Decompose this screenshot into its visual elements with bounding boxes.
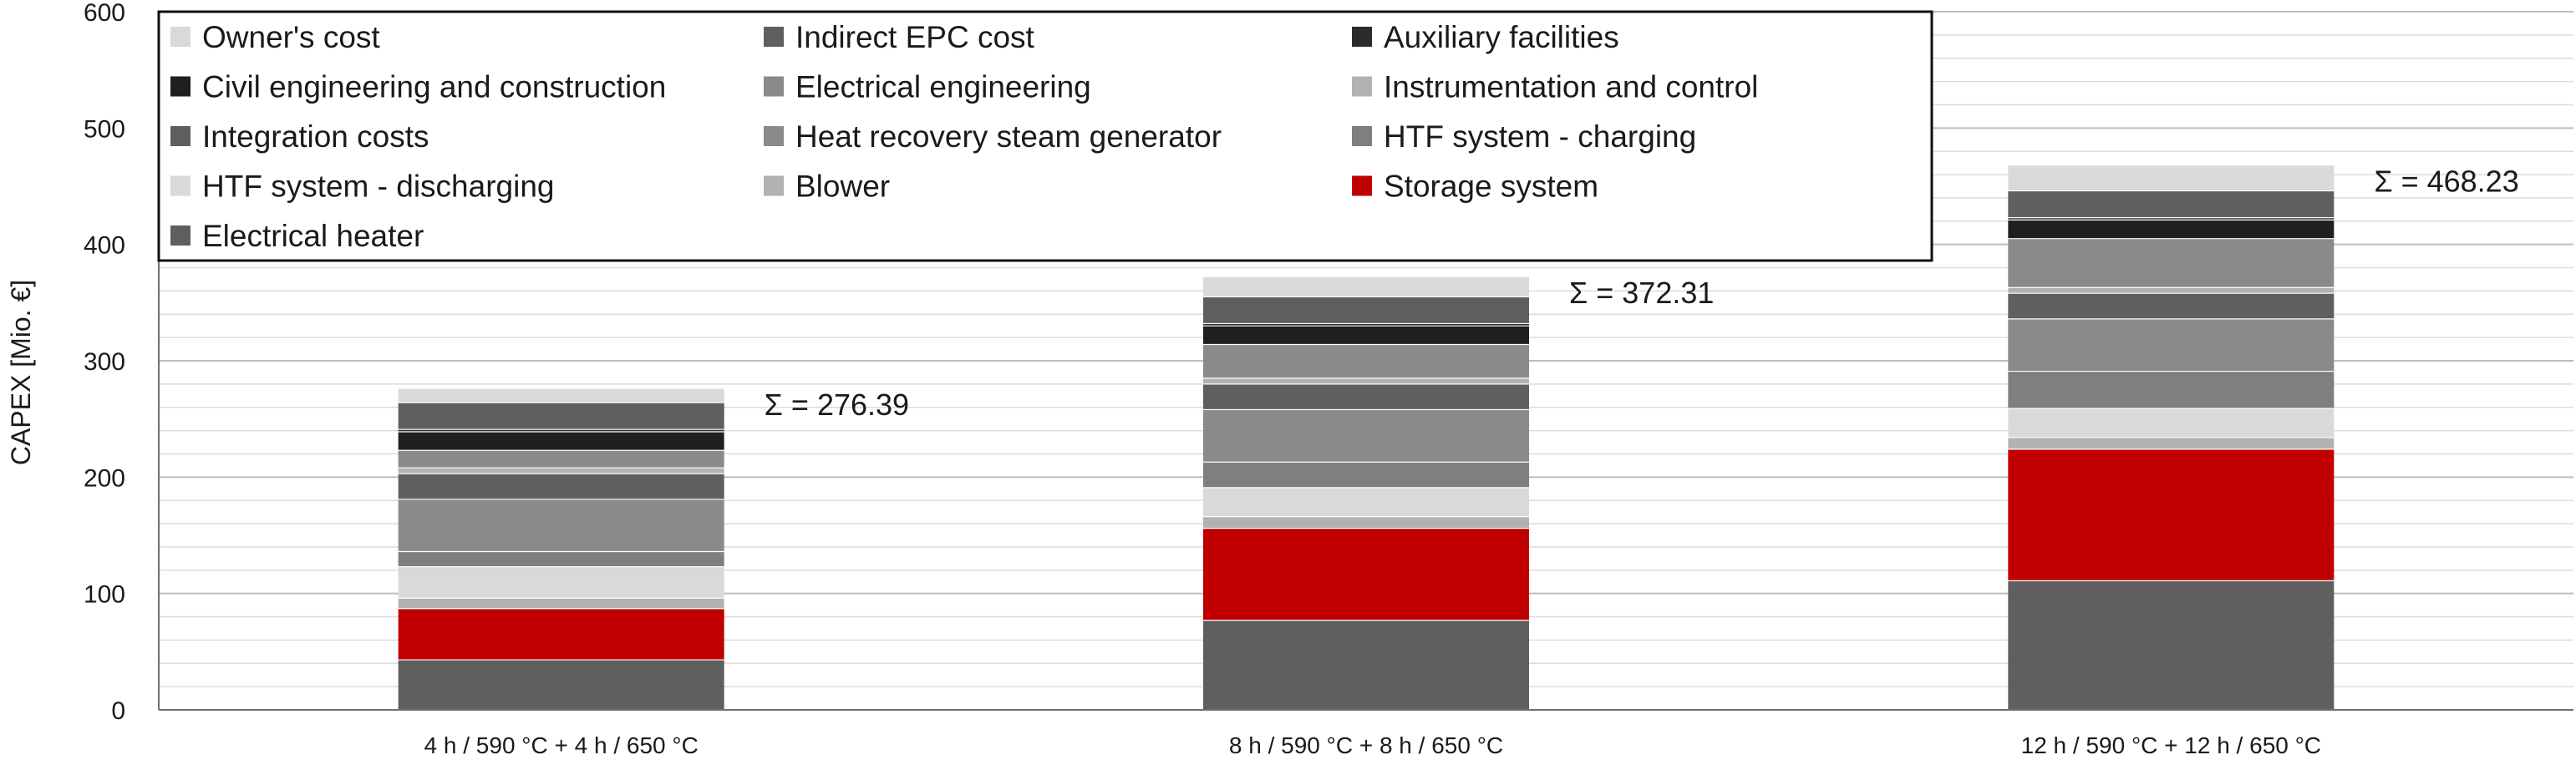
y-tick-label: 200 — [84, 464, 125, 492]
bar-segment-electrical-engineering — [398, 450, 724, 469]
bar-segment-heat-recovery-steam-generator — [398, 499, 724, 552]
legend-label-htf-system-charging: HTF system - charging — [1384, 119, 1696, 154]
bar-segment-auxiliary-facilities — [398, 429, 724, 432]
legend-label-auxiliary-facilities: Auxiliary facilities — [1384, 20, 1619, 54]
bar-segment-storage-system — [2008, 448, 2335, 581]
legend-swatch-civil-engineering-and-construction — [170, 76, 191, 97]
bar-segment-electrical-heater — [2008, 580, 2335, 710]
legend-swatch-instrumentation-and-control — [1352, 76, 1372, 97]
legend-label-civil-engineering-and-construction: Civil engineering and construction — [202, 70, 666, 104]
bar-segment-blower — [2008, 437, 2335, 449]
y-tick-label: 600 — [84, 0, 125, 27]
legend-label-heat-recovery-steam-generator: Heat recovery steam generator — [795, 119, 1222, 154]
legend-swatch-auxiliary-facilities — [1352, 27, 1372, 47]
bar-segment-htf-system-charging — [398, 551, 724, 567]
bar-segment-civil-engineering-and-construction — [2008, 220, 2335, 239]
x-tick-label: 4 h / 590 °C + 4 h / 650 °C — [424, 732, 699, 758]
total-label: Σ = 372.31 — [1569, 276, 1714, 310]
y-axis-label: CAPEX [Mio. €] — [6, 280, 36, 465]
bar-segment-electrical-heater — [1203, 620, 1529, 710]
bar-segment-storage-system — [398, 608, 724, 661]
total-label: Σ = 468.23 — [2374, 165, 2518, 199]
y-tick-label: 100 — [84, 581, 125, 609]
bar-segment-owner-s-cost — [1203, 276, 1529, 297]
bar-segment-electrical-heater — [398, 660, 724, 710]
bar-segment-htf-system-discharging — [1203, 487, 1529, 517]
legend-label-htf-system-discharging: HTF system - discharging — [202, 170, 555, 204]
total-labels: Σ = 276.39 Σ = 372.31 Σ = 468.23 — [765, 165, 2519, 422]
legend-swatch-htf-system-discharging — [170, 175, 191, 196]
bars — [398, 164, 2335, 710]
y-tick-label: 400 — [84, 232, 125, 260]
legend-swatch-blower — [764, 175, 784, 196]
bar-segment-htf-system-discharging — [398, 566, 724, 599]
y-tick-label: 0 — [111, 697, 125, 725]
bar-segment-indirect-epc-cost — [1203, 296, 1529, 324]
legend-swatch-electrical-engineering — [764, 76, 784, 97]
bar-segment-integration-costs — [398, 474, 724, 499]
legend-swatch-indirect-epc-cost — [764, 27, 784, 47]
bar-segment-owner-s-cost — [398, 388, 724, 403]
bar-segment-instrumentation-and-control — [398, 468, 724, 474]
legend-swatch-electrical-heater — [170, 225, 191, 246]
bar-segment-owner-s-cost — [2008, 165, 2335, 191]
legend-label-indirect-epc-cost: Indirect EPC cost — [795, 20, 1035, 54]
legend-swatch-owner-s-cost — [170, 27, 191, 47]
legend-swatch-heat-recovery-steam-generator — [764, 126, 784, 146]
legend: Owner's cost Indirect EPC cost Auxiliary f… — [157, 10, 1933, 262]
bar-segment-instrumentation-and-control — [2008, 287, 2335, 294]
bar-segment-instrumentation-and-control — [1203, 377, 1529, 384]
x-tick-label: 12 h / 590 °C + 12 h / 650 °C — [2021, 732, 2321, 758]
bar-segment-civil-engineering-and-construction — [1203, 326, 1529, 345]
bar-segment-htf-system-charging — [1203, 462, 1529, 488]
axes: 0 100 200 300 400 500 600 4 h / 590 °C + 4 h / … — [84, 0, 2573, 758]
bar-segment-integration-costs — [1203, 383, 1529, 410]
bar-segment-htf-system-charging — [2008, 371, 2335, 409]
legend-swatch-integration-costs — [170, 126, 191, 146]
bar-segment-indirect-epc-cost — [398, 403, 724, 430]
legend-swatch-htf-system-charging — [1352, 126, 1372, 146]
legend-label-electrical-heater: Electrical heater — [202, 219, 424, 253]
legend-label-blower: Blower — [795, 170, 890, 204]
legend-label-electrical-engineering: Electrical engineering — [795, 70, 1091, 104]
bar-segment-electrical-engineering — [1203, 344, 1529, 378]
bar-segment-htf-system-discharging — [2008, 408, 2335, 438]
bar-segment-blower — [1203, 516, 1529, 529]
bar-segment-blower — [398, 598, 724, 609]
legend-box — [157, 10, 1933, 262]
bar-segment-electrical-engineering — [2008, 238, 2335, 288]
y-tick-label: 500 — [84, 115, 125, 143]
bar-segment-heat-recovery-steam-generator — [2008, 318, 2335, 372]
bar-segment-integration-costs — [2008, 293, 2335, 319]
legend-label-owner-s-cost: Owner's cost — [202, 20, 380, 54]
bar-segment-auxiliary-facilities — [2008, 217, 2335, 220]
bar-segment-auxiliary-facilities — [1203, 323, 1529, 327]
legend-label-integration-costs: Integration costs — [202, 119, 429, 154]
bar-segment-indirect-epc-cost — [2008, 190, 2335, 218]
y-tick-label: 300 — [84, 348, 125, 376]
total-label: Σ = 276.39 — [765, 388, 909, 422]
legend-swatch-storage-system — [1352, 175, 1372, 196]
bar-segment-civil-engineering-and-construction — [398, 431, 724, 451]
bar-segment-heat-recovery-steam-generator — [1203, 409, 1529, 463]
legend-label-storage-system: Storage system — [1384, 170, 1598, 204]
x-tick-label: 8 h / 590 °C + 8 h / 650 °C — [1229, 732, 1503, 758]
bar-segment-storage-system — [1203, 528, 1529, 621]
legend-label-instrumentation-and-control: Instrumentation and control — [1384, 70, 1758, 104]
